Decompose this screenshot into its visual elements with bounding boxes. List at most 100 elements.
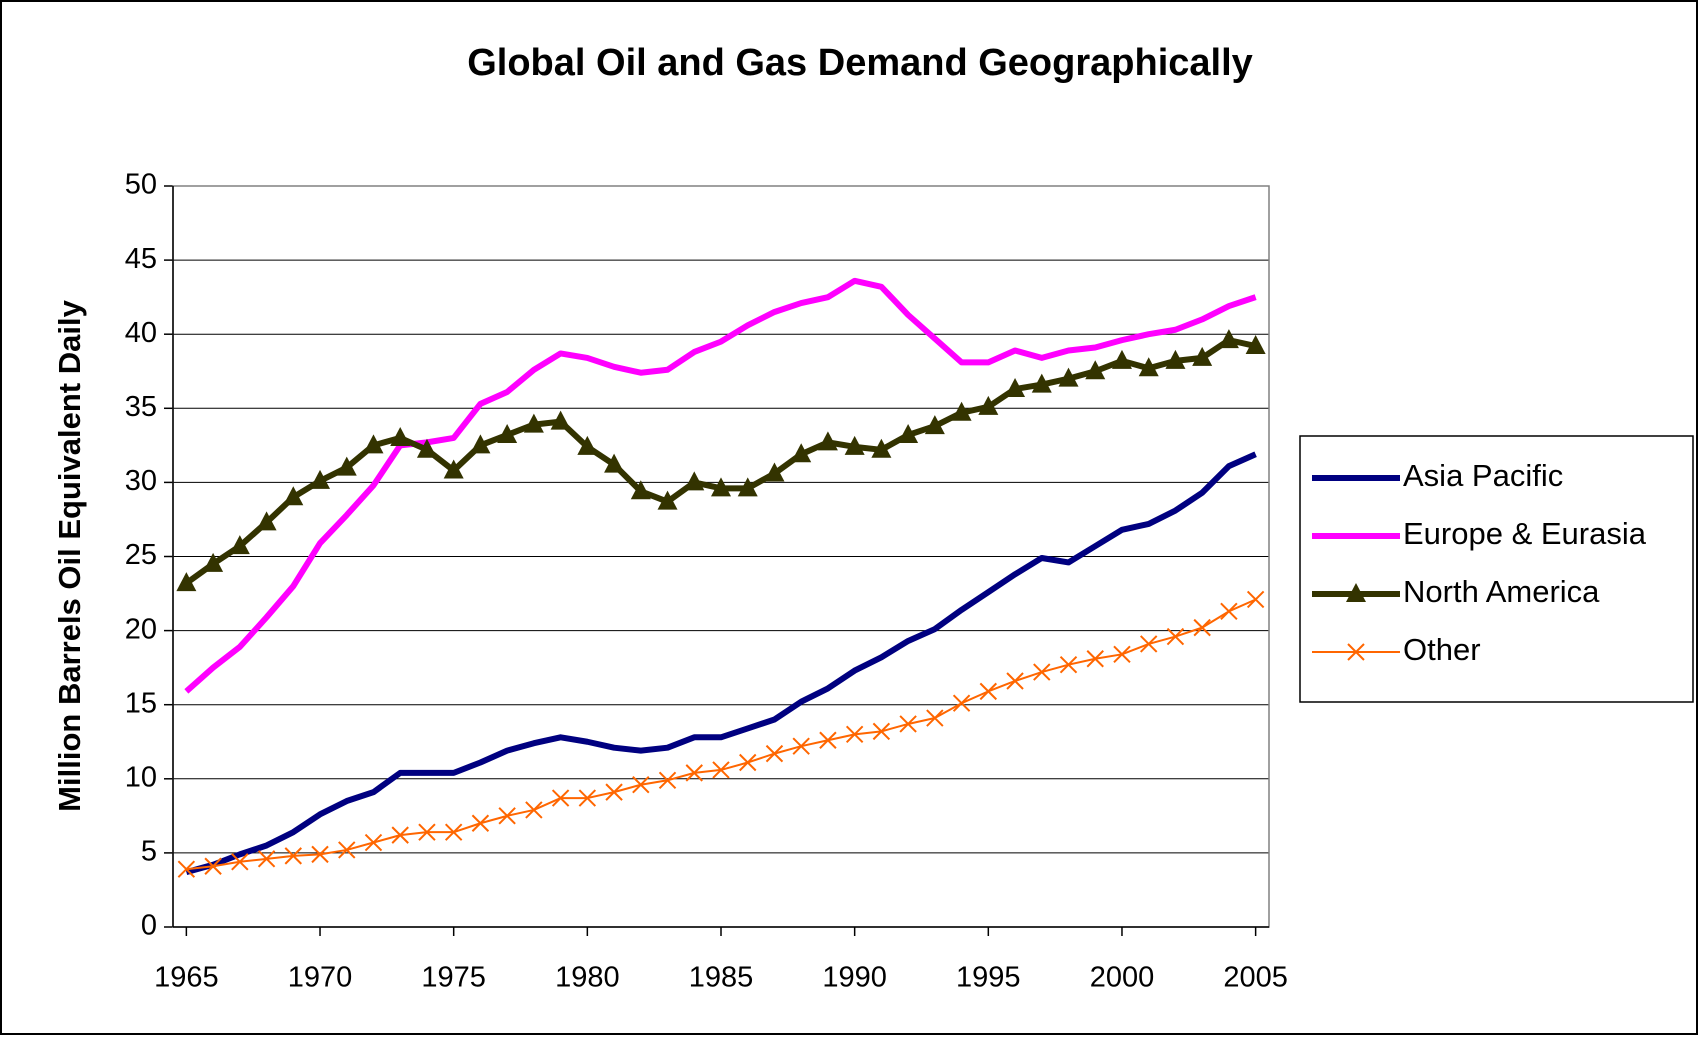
y-tick-label: 30	[125, 465, 157, 497]
marker	[1165, 349, 1186, 369]
marker	[792, 737, 810, 755]
marker	[1111, 349, 1132, 369]
marker	[176, 572, 197, 592]
y-tick-label: 25	[125, 539, 157, 571]
marker	[578, 789, 597, 807]
marker	[684, 471, 705, 491]
marker	[284, 847, 303, 865]
marker	[817, 431, 838, 451]
marker	[177, 860, 196, 878]
marker	[1058, 367, 1079, 387]
marker	[1033, 663, 1051, 681]
y-tick-label: 15	[125, 687, 157, 719]
marker	[845, 725, 864, 744]
marker	[1005, 378, 1026, 398]
marker	[1006, 672, 1024, 690]
marker	[1245, 335, 1266, 355]
marker	[310, 469, 331, 489]
marker	[1347, 643, 1365, 661]
marker	[658, 771, 677, 789]
marker	[551, 789, 570, 807]
marker	[899, 715, 917, 733]
x-tick-label: 1985	[689, 962, 754, 994]
x-tick-label: 1970	[288, 962, 353, 994]
marker	[1166, 627, 1185, 646]
marker	[711, 477, 731, 497]
series-line	[184, 277, 1257, 694]
series-line	[185, 451, 1257, 876]
marker	[471, 814, 490, 832]
y-tick-label: 0	[141, 910, 157, 942]
marker	[898, 423, 919, 443]
marker	[739, 753, 757, 772]
y-tick-label: 45	[125, 243, 157, 275]
legend-label: Asia Pacific	[1403, 458, 1563, 493]
marker	[764, 462, 785, 482]
x-tick-label: 2000	[1090, 962, 1155, 994]
marker	[685, 764, 703, 782]
marker	[765, 744, 784, 763]
y-axis-label: Million Barrels Oil Equivalent Daily	[52, 299, 87, 811]
marker	[1346, 583, 1366, 602]
legend-label: Other	[1403, 632, 1481, 667]
marker	[819, 731, 837, 749]
marker	[952, 694, 971, 712]
marker	[844, 435, 865, 455]
marker	[926, 709, 944, 727]
marker	[951, 401, 972, 421]
marker	[872, 722, 891, 741]
marker	[311, 845, 329, 864]
marker	[497, 423, 518, 443]
marker	[979, 682, 998, 701]
marker	[363, 434, 384, 454]
marker	[283, 486, 304, 506]
y-tick-label: 20	[125, 613, 157, 645]
marker	[1218, 329, 1239, 349]
marker	[525, 801, 543, 819]
marker	[1085, 360, 1106, 380]
chart-title: Global Oil and Gas Demand Geographically	[467, 42, 1253, 84]
marker	[231, 853, 249, 871]
marker	[577, 435, 598, 455]
marker	[1192, 346, 1213, 366]
marker	[418, 823, 436, 841]
marker	[498, 807, 516, 825]
marker	[604, 453, 625, 473]
marker	[630, 480, 651, 500]
marker	[256, 511, 277, 531]
marker	[1113, 645, 1131, 664]
y-tick-label: 50	[125, 169, 157, 201]
marker	[924, 415, 945, 435]
marker	[391, 826, 409, 844]
y-tick-label: 10	[125, 761, 157, 793]
marker	[257, 850, 276, 868]
x-tick-label: 1965	[154, 962, 219, 994]
marker	[523, 413, 544, 433]
y-tick-label: 5	[141, 836, 157, 868]
marker	[871, 438, 892, 458]
marker	[1059, 655, 1078, 674]
x-tick-label: 1990	[822, 962, 887, 994]
marker	[229, 535, 250, 555]
marker	[336, 456, 357, 476]
marker	[712, 761, 730, 779]
legend-label: North America	[1403, 574, 1600, 609]
marker	[632, 776, 650, 794]
marker	[1246, 590, 1265, 609]
marker	[1138, 357, 1159, 377]
marker	[204, 857, 222, 875]
y-tick-label: 35	[125, 391, 157, 423]
marker	[443, 459, 464, 479]
marker	[338, 841, 356, 859]
marker	[791, 443, 812, 463]
marker	[1140, 635, 1158, 653]
marker	[390, 426, 411, 446]
marker	[1031, 373, 1052, 393]
marker	[978, 395, 999, 415]
marker	[737, 477, 758, 497]
y-tick-label: 40	[125, 317, 157, 349]
marker	[470, 434, 491, 454]
legend-label: Europe & Eurasia	[1403, 516, 1647, 551]
marker	[203, 552, 224, 572]
